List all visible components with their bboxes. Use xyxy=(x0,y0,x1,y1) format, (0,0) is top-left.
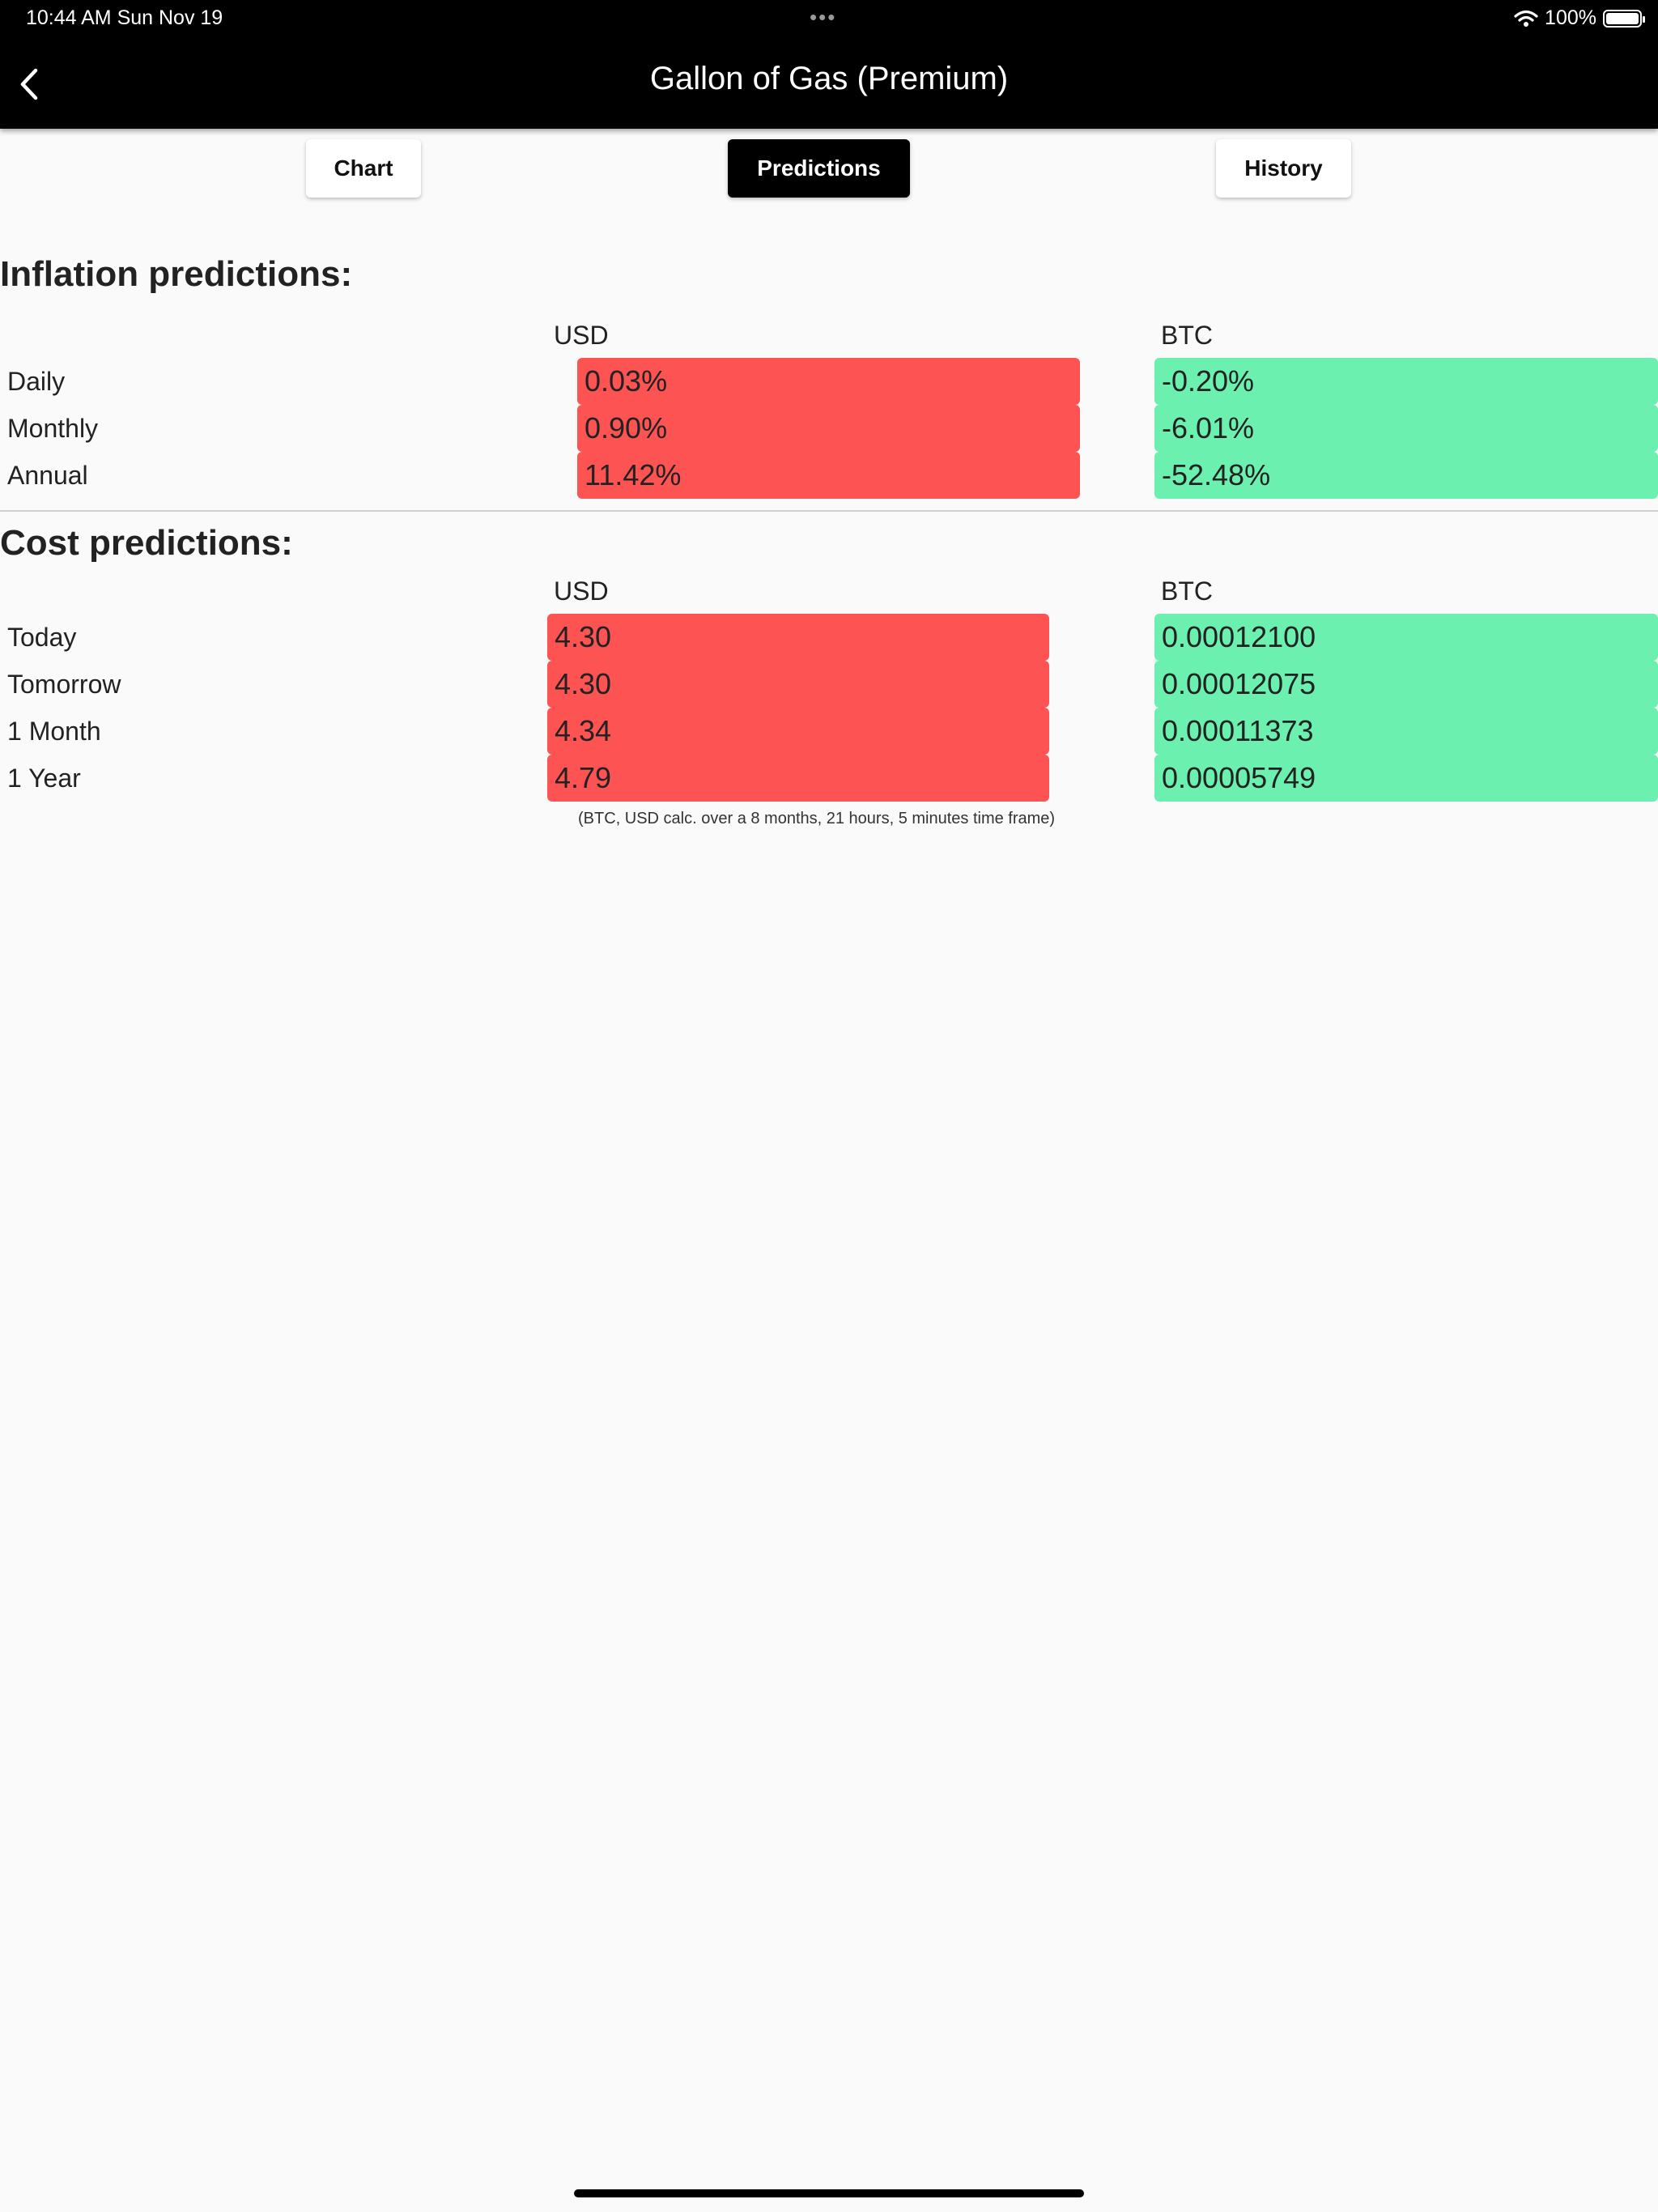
inflation-usd-cell: 11.42% xyxy=(577,452,1080,499)
multitasking-dots[interactable]: ••• xyxy=(810,5,837,29)
cost-row-label: 1 Month xyxy=(7,717,101,746)
cost-row-label: Tomorrow xyxy=(7,670,121,699)
inflation-section-title: Inflation predictions: xyxy=(0,254,353,294)
cost-usd-cell: 4.34 xyxy=(547,708,1049,755)
status-indicators: 100% xyxy=(1514,6,1645,30)
inflation-btc-cell: -6.01% xyxy=(1154,405,1658,452)
chevron-left-icon xyxy=(20,68,38,100)
page-title: Gallon of Gas (Premium) xyxy=(649,61,1009,96)
calc-footnote: (BTC, USD calc. over a 8 months, 21 hour… xyxy=(578,810,1056,827)
cost-btc-header: BTC xyxy=(1161,576,1213,606)
tab-predictions[interactable]: Predictions xyxy=(728,139,910,198)
inflation-row-label: Daily xyxy=(7,367,66,396)
inflation-btc-cell: -52.48% xyxy=(1154,452,1658,499)
cost-section-title: Cost predictions: xyxy=(0,523,293,563)
cost-btc-cell: 0.00012100 xyxy=(1154,614,1658,661)
inflation-usd-cell: 0.90% xyxy=(577,405,1080,452)
inflation-usd-header: USD xyxy=(554,321,609,350)
cost-usd-cell: 4.30 xyxy=(547,614,1049,661)
battery-percent: 100% xyxy=(1545,6,1596,29)
inflation-btc-cell: -0.20% xyxy=(1154,358,1658,405)
back-button[interactable] xyxy=(18,60,66,108)
cost-row-label: Today xyxy=(7,623,77,652)
cost-btc-cell: 0.00011373 xyxy=(1154,708,1658,755)
battery-icon xyxy=(1603,9,1645,28)
cost-btc-cell: 0.00005749 xyxy=(1154,755,1658,802)
status-time: 10:44 AM Sun Nov 19 xyxy=(26,6,223,29)
cost-row-label: 1 Year xyxy=(7,764,81,793)
cost-usd-cell: 4.79 xyxy=(547,755,1049,802)
cost-btc-cell: 0.00012075 xyxy=(1154,661,1658,708)
inflation-row-label: Monthly xyxy=(7,414,99,443)
section-divider xyxy=(0,510,1658,512)
cost-usd-header: USD xyxy=(554,576,609,606)
home-indicator[interactable] xyxy=(574,2189,1084,2197)
tab-history[interactable]: History xyxy=(1216,139,1351,198)
inflation-usd-cell: 0.03% xyxy=(577,358,1080,405)
wifi-icon xyxy=(1514,10,1538,27)
cost-usd-cell: 4.30 xyxy=(547,661,1049,708)
top-bar: 10:44 AM Sun Nov 19 ••• 100% Gallon of G… xyxy=(0,0,1658,129)
inflation-row-label: Annual xyxy=(7,461,88,490)
inflation-btc-header: BTC xyxy=(1161,321,1213,350)
tab-chart[interactable]: Chart xyxy=(306,139,421,198)
